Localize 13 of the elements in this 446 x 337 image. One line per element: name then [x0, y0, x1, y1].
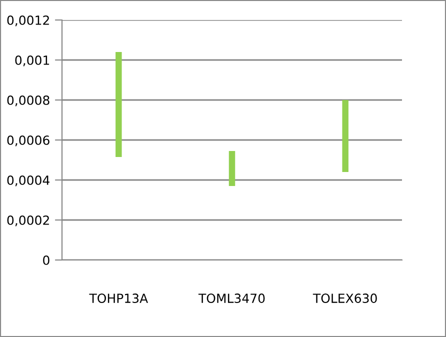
x-tick-label: TOLEX630	[312, 294, 377, 304]
y-tick-label: 0,0002	[7, 215, 49, 226]
bar	[228, 151, 236, 186]
bar	[342, 100, 348, 172]
y-tick-label: 0	[43, 255, 50, 265]
x-tick-label: TOHP13A	[89, 294, 148, 304]
y-tick-label: 0,0006	[7, 135, 50, 146]
x-tick-label: TOML3470	[198, 294, 265, 304]
y-tick-label: 0,0008	[7, 95, 50, 106]
y-tick-label: 0,001	[15, 55, 50, 66]
y-tick-label: 0,0012	[7, 15, 49, 26]
y-tick-label: 0,0004	[7, 175, 50, 186]
bar	[116, 52, 122, 157]
